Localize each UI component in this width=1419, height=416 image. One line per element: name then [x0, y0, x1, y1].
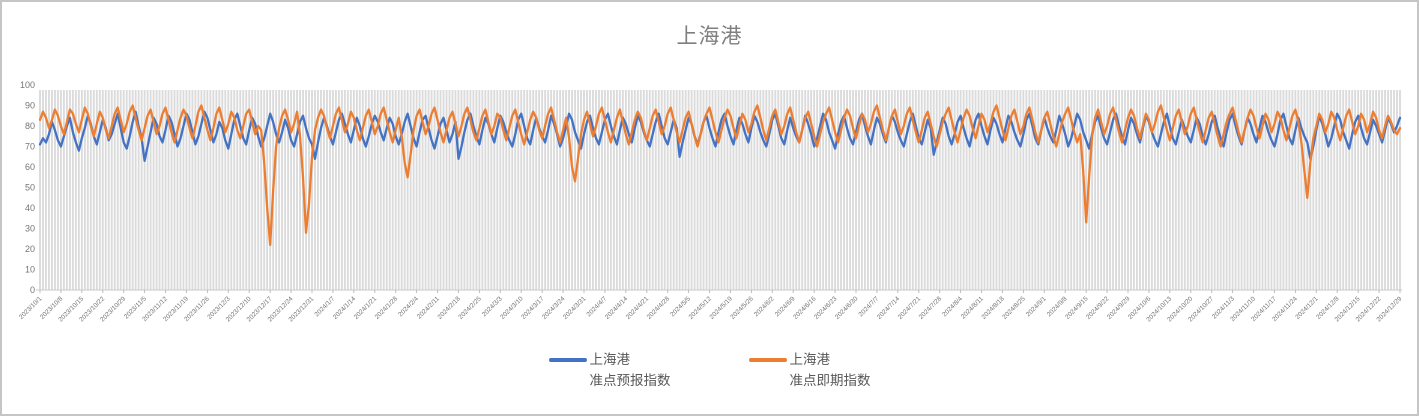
svg-text:2024/1/28: 2024/1/28	[374, 295, 400, 321]
svg-text:50: 50	[25, 183, 35, 193]
legend-swatch-forecast	[548, 358, 587, 362]
series-line-forecast-index	[38, 110, 1402, 162]
legend-label-line1: 上海港	[789, 352, 831, 367]
svg-text:2024/6/2: 2024/6/2	[753, 295, 776, 318]
svg-text:80: 80	[25, 121, 35, 131]
x-axis-labels: 2023/10/12023/10/82023/10/152023/10/2220…	[18, 295, 1404, 323]
chart-legend: 上海港 准点预报指数 上海港 准点即期指数	[2, 350, 1417, 392]
chart-title: 上海港	[676, 25, 743, 48]
svg-text:2024/3/31: 2024/3/31	[562, 295, 588, 321]
svg-text:10: 10	[25, 265, 35, 275]
svg-text:60: 60	[25, 162, 35, 172]
svg-text:40: 40	[25, 203, 35, 213]
legend-item-spot-index: 上海港 准点即期指数	[748, 350, 871, 392]
svg-text:2024/2/25: 2024/2/25	[457, 295, 483, 321]
svg-text:2024/8/25: 2024/8/25	[1001, 295, 1027, 321]
legend-item-forecast-index: 上海港 准点预报指数	[548, 350, 671, 392]
legend-swatch-spot	[748, 358, 787, 362]
svg-text:100: 100	[20, 80, 35, 90]
svg-text:90: 90	[25, 101, 35, 111]
legend-label-line2: 准点即期指数	[789, 372, 871, 388]
svg-text:70: 70	[25, 142, 35, 152]
legend-label-line1: 上海港	[589, 352, 631, 367]
svg-text:2024/9/1: 2024/9/1	[1025, 295, 1048, 318]
x-axis-tick-marks	[39, 290, 1401, 293]
series-line-spot-index	[38, 104, 1402, 247]
y-axis-labels: 0 10 20 30 40 50 60 70 80 90 100	[20, 80, 35, 295]
svg-text:20: 20	[25, 244, 35, 254]
svg-text:2024/7/28: 2024/7/28	[918, 295, 944, 321]
svg-text:2024/6/30: 2024/6/30	[834, 295, 860, 321]
svg-text:2024/4/28: 2024/4/28	[646, 295, 672, 321]
svg-text:2024/5/26: 2024/5/26	[729, 295, 755, 321]
svg-text:0: 0	[30, 285, 35, 295]
legend-label-line2: 准点预报指数	[589, 372, 671, 388]
svg-text:30: 30	[25, 224, 35, 234]
